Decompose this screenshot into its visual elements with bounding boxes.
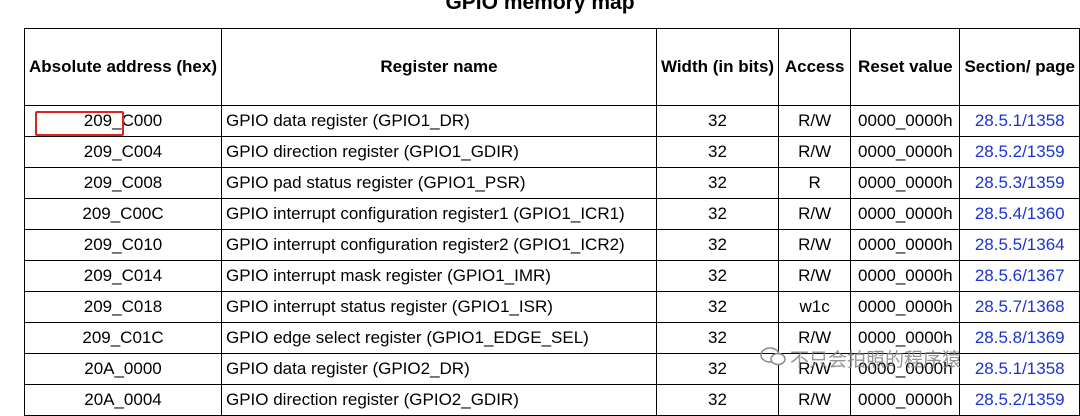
cell: 32 (655, 384, 780, 416)
cell: 209_C00C (24, 198, 222, 230)
cell: GPIO interrupt configuration register2 (… (221, 229, 657, 261)
watermark: 不只会拍照的程序猿 (790, 350, 962, 371)
section-link: 28.5.7/1368 (959, 291, 1080, 323)
table-body: 209_C000 GPIO data register (GPIO1_DR) 32 R… (24, 105, 1080, 416)
table-row: 209_C004 GPIO direction register (GPIO1_G… (24, 136, 1080, 168)
cell: 209_C018 (24, 291, 222, 323)
cell: 32 (655, 229, 780, 261)
cell: 32 (655, 198, 780, 230)
cell: R/W (778, 322, 852, 354)
cell: GPIO interrupt mask register (GPIO1_IMR) (221, 260, 657, 292)
header-cell: Access (778, 28, 852, 106)
table-row: 20A_0004 GPIO direction register (GPIO2_G… (24, 384, 1080, 416)
cell: 209_C004 (24, 136, 222, 168)
cell: 32 (655, 136, 780, 168)
cell: GPIO interrupt status register (GPIO1_IS… (221, 291, 657, 323)
table-row: 209_C01C GPIO edge select register (GPIO1… (24, 322, 1080, 354)
cell: 0000_0000h (850, 260, 961, 292)
table-row: 20A_0000 GPIO data register (GPIO2_DR) 32 R… (24, 353, 1080, 385)
register-table: Absolute address (hex) Register name Width… (24, 28, 1080, 416)
cell: 20A_0004 (24, 384, 222, 416)
cell: GPIO interrupt configuration register1 (… (221, 198, 657, 230)
header-cell: Reset value (850, 28, 961, 106)
cell: 209_C008 (24, 167, 222, 199)
header-cell: Section/ page (959, 28, 1080, 106)
section-link: 28.5.6/1367 (959, 260, 1080, 292)
cell: 0000_0000h (850, 384, 961, 416)
cell: R (778, 167, 852, 199)
cell: 20A_0000 (24, 353, 222, 385)
cell: 32 (655, 167, 780, 199)
header-cell: Register name (221, 28, 657, 106)
cell: 32 (655, 353, 780, 385)
table-row: 209_C014 GPIO interrupt mask register (GP… (24, 260, 1080, 292)
title: GPIO memory map (445, 0, 635, 14)
cell: 0000_0000h (850, 167, 961, 199)
cell: R/W (778, 260, 852, 292)
cell: 0000_0000h (850, 291, 961, 323)
cell: 0000_0000h (850, 229, 961, 261)
header-cell: Width (in bits) (655, 28, 780, 106)
cell: 32 (655, 105, 780, 137)
highlight-box (35, 111, 124, 136)
cell: R/W (778, 105, 852, 137)
header-cell: Absolute address (hex) (24, 28, 222, 106)
cell: w1c (778, 291, 852, 323)
cell: GPIO edge select register (GPIO1_EDGE_SE… (221, 322, 657, 354)
cell: R/W (778, 229, 852, 261)
cell: 32 (655, 322, 780, 354)
cell: R/W (778, 136, 852, 168)
table-row: 209_C008 GPIO pad status register (GPIO1_… (24, 167, 1080, 199)
section-link: 28.5.1/1358 (959, 105, 1080, 137)
table-row: 209_C010 GPIO interrupt configuration reg… (24, 229, 1080, 261)
cell: GPIO direction register (GPIO2_GDIR) (221, 384, 657, 416)
cell: GPIO pad status register (GPIO1_PSR) (221, 167, 657, 199)
cell: 32 (655, 291, 780, 323)
section-link: 28.5.8/1369 (959, 322, 1080, 354)
cell: 209_C01C (24, 322, 222, 354)
cell: 209_C010 (24, 229, 222, 261)
section-link: 28.5.4/1360 (959, 198, 1080, 230)
table-row: 209_C00C GPIO interrupt configuration reg… (24, 198, 1080, 230)
cell: GPIO data register (GPIO1_DR) (221, 105, 657, 137)
section-link: 28.5.2/1359 (959, 384, 1080, 416)
section-link: 28.5.3/1359 (959, 167, 1080, 199)
cell: R/W (778, 384, 852, 416)
table-row: 209_C018 GPIO interrupt status register (… (24, 291, 1080, 323)
cell: 0000_0000h (850, 198, 961, 230)
cell: GPIO data register (GPIO2_DR) (221, 353, 657, 385)
cell: 0000_0000h (850, 105, 961, 137)
cell: 0000_0000h (850, 353, 961, 385)
section-link: 28.5.2/1359 (959, 136, 1080, 168)
cell: 209_C014 (24, 260, 222, 292)
cell: R/W (778, 198, 852, 230)
watermark-icon (760, 347, 786, 366)
cell: 32 (655, 260, 780, 292)
cell: 0000_0000h (850, 136, 961, 168)
cell: GPIO direction register (GPIO1_GDIR) (221, 136, 657, 168)
table-row: 209_C000 GPIO data register (GPIO1_DR) 32 R… (24, 105, 1080, 137)
section-link: 28.5.1/1358 (959, 353, 1080, 385)
section-link: 28.5.5/1364 (959, 229, 1080, 261)
header-row: Absolute address (hex) Register name Width… (24, 28, 1080, 106)
